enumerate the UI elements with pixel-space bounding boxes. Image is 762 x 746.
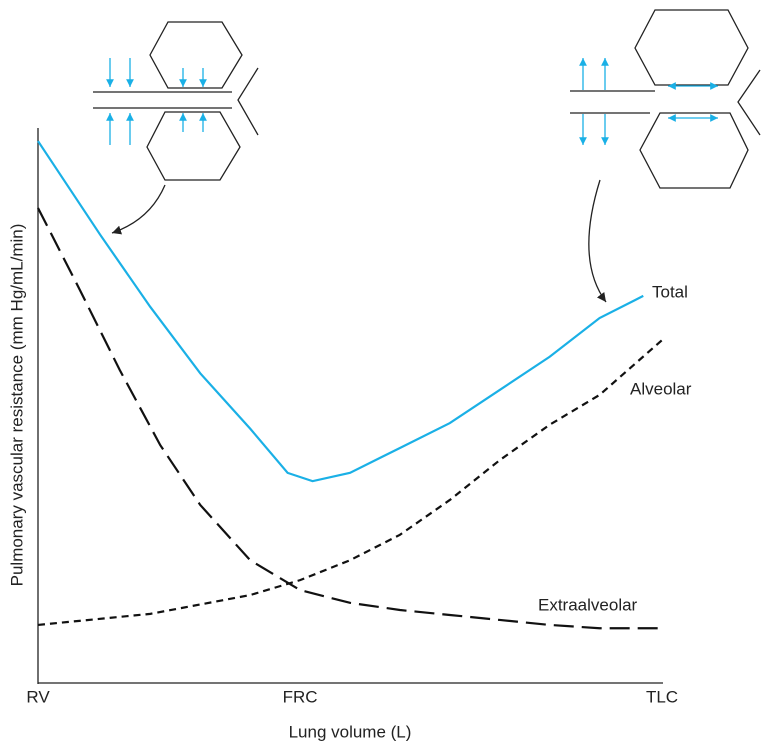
x-tick-label: FRC <box>283 687 318 706</box>
y-axis-label: Pulmonary vascular resistance (mm Hg/mL/… <box>7 224 26 587</box>
x-tick-label: TLC <box>646 687 678 706</box>
series-line <box>37 339 663 627</box>
diagram-low-volume <box>93 21 259 235</box>
series-line <box>37 140 644 483</box>
series-label: Total <box>652 282 688 301</box>
x-axis-label: Lung volume (L) <box>289 722 412 741</box>
x-tick-label: RV <box>26 687 50 706</box>
diagram-high-volume <box>570 9 761 303</box>
series-line <box>37 207 662 630</box>
series-label: Alveolar <box>630 380 692 399</box>
series-label: Extraalveolar <box>538 596 638 615</box>
